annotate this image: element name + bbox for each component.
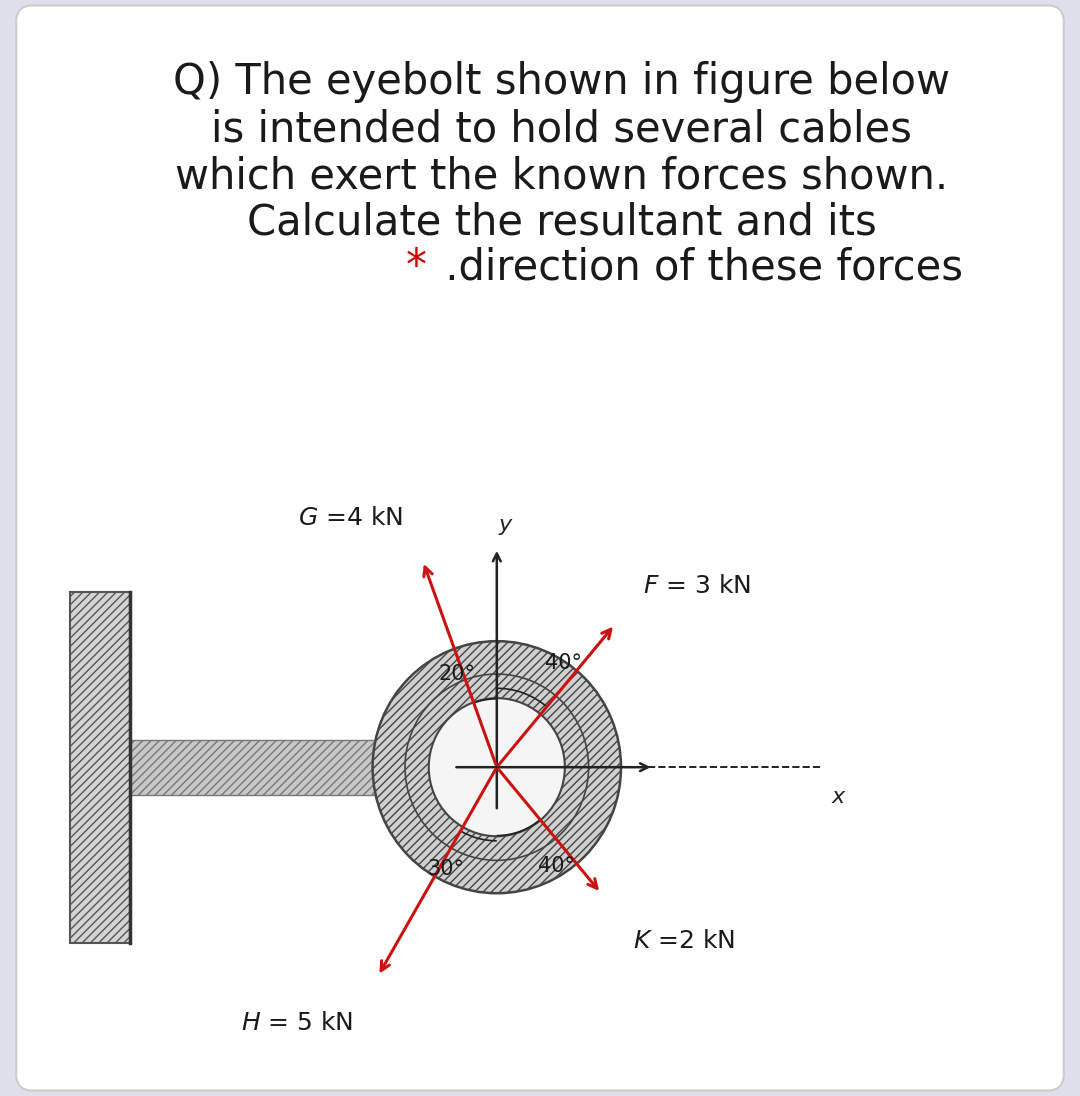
Text: 30°: 30° [428,859,464,879]
Text: $H$ = 5 kN: $H$ = 5 kN [242,1011,353,1035]
Text: .direction of these forces: .direction of these forces [432,247,963,288]
Text: y: y [499,515,512,535]
Text: Q) The eyebolt shown in figure below: Q) The eyebolt shown in figure below [173,61,950,103]
Text: $G$ =4 kN: $G$ =4 kN [298,506,403,530]
Circle shape [429,698,565,836]
Text: $K$ =2 kN: $K$ =2 kN [633,929,734,954]
Polygon shape [130,740,441,795]
Polygon shape [70,592,130,943]
FancyBboxPatch shape [16,5,1064,1091]
Text: Calculate the resultant and its: Calculate the resultant and its [246,202,877,243]
Text: 40°: 40° [538,856,575,876]
Text: *: * [406,247,427,288]
Text: $F$ = 3 kN: $F$ = 3 kN [643,574,751,598]
Text: x: x [832,787,845,807]
Circle shape [373,641,621,893]
Text: is intended to hold several cables: is intended to hold several cables [212,109,912,150]
Text: which exert the known forces shown.: which exert the known forces shown. [175,156,948,197]
Text: 40°: 40° [544,653,582,673]
Text: 20°: 20° [438,664,475,684]
